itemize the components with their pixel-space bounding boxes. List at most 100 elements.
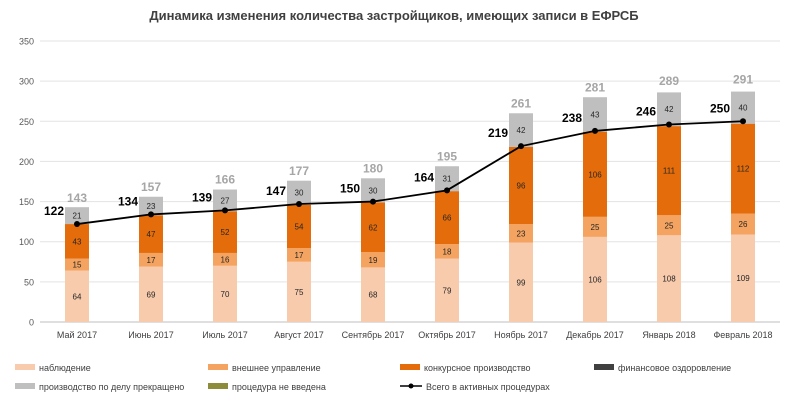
bar-segment [213,211,237,253]
bar-value-label: 70 [221,290,230,299]
legend-swatch [15,383,35,389]
bar-value-label: 111 [663,167,676,176]
bar-segment [657,92,681,127]
bar-segment [583,236,607,322]
bar-segment [361,267,385,322]
x-tick-label: Декабрь 2017 [566,330,624,340]
x-axis: Май 2017 Июнь 2017 Июль 2017 Август 2017 Сен… [57,330,773,340]
gridlines [40,40,780,323]
legend-swatch [15,364,35,370]
bar-segment [139,196,163,216]
total-label: 261 [511,96,531,110]
bar-segment [435,244,459,259]
line-value-label: 238 [562,111,582,125]
bar-value-label: 40 [739,104,748,113]
bar-value-label: 17 [295,251,304,260]
bar-segment [731,123,755,214]
bar-segment [213,252,237,266]
x-tick-label: Сентябрь 2017 [342,330,405,340]
total-label: 291 [733,72,753,86]
y-tick-label: 100 [19,237,34,247]
legend-label: Всего в активных процедурах [426,382,550,392]
total-label: 177 [289,164,309,178]
bar-segment [287,261,311,322]
bar-segment [287,204,311,249]
line-point [296,200,302,207]
bar-value-label: 25 [665,221,674,230]
line-value-label: 150 [340,182,360,196]
bar-value-label: 108 [662,275,676,284]
bar-value-label: 42 [665,105,674,114]
line-value-label: 250 [710,101,730,115]
legend-label: процедура не введена [232,382,326,392]
y-tick-label: 200 [19,157,34,167]
bar-value-label: 106 [588,275,602,284]
x-tick-label: Февраль 2018 [713,330,772,340]
y-tick-label: 50 [24,277,34,287]
bar-segment [657,235,681,322]
y-tick-label: 350 [19,37,34,47]
bar-value-label: 79 [443,286,452,295]
bar-segment [213,265,237,322]
bar-value-label: 18 [443,247,452,256]
bar-segment [65,258,89,271]
bar-value-label: 66 [443,214,452,223]
bar-value-label: 68 [369,291,378,300]
total-label: 166 [215,173,235,187]
bar-segment [65,270,89,322]
bar-segment [361,178,385,203]
legend-line-marker [408,383,414,389]
bar-segment [361,202,385,253]
line-point [740,118,746,125]
bar-segment [509,242,533,322]
line-point [518,143,524,150]
legend-swatch [594,364,614,370]
line-value-label: 122 [44,204,64,218]
bars [65,91,755,322]
x-tick-label: Май 2017 [57,330,97,340]
bar-segment [435,191,459,245]
bar-value-label: 30 [295,189,304,198]
line-point [74,221,80,228]
line-point [370,198,376,205]
bar-value-label: 54 [295,222,304,231]
bar-value-label: 43 [73,237,82,246]
bar-value-label: 42 [517,126,526,135]
bar-segment [583,216,607,237]
bar-segment [139,266,163,322]
line-point [666,121,672,128]
y-axis: 0 50 100 150 200 250 300 350 [19,37,34,328]
bar-segment [657,126,681,216]
legend: наблюдение внешнее управление конкурсное п… [15,363,731,392]
legend-label: внешнее управление [232,363,321,373]
bar-value-label: 16 [221,255,230,264]
bar-segment [583,131,607,217]
bar-value-label: 23 [517,229,526,238]
total-labels: 143 157 166 177 180 195 261 281 289 291 [67,72,753,205]
x-tick-label: Октябрь 2017 [418,330,475,340]
bar-value-label: 106 [588,170,602,179]
total-label: 195 [437,149,457,163]
y-tick-label: 150 [19,197,34,207]
bar-value-label: 96 [517,182,526,191]
bar-segment [213,189,237,212]
bar-value-label: 25 [591,223,600,232]
bar-segment [361,252,385,268]
bar-value-label: 23 [147,202,156,211]
x-tick-label: Январь 2018 [642,330,695,340]
bar-segment [509,146,533,225]
bar-segment [657,215,681,236]
bar-segment [435,258,459,322]
bar-segment [287,248,311,262]
bar-value-label: 17 [147,256,156,265]
legend-swatch [208,364,228,370]
x-tick-label: Август 2017 [274,330,324,340]
line-point [148,211,154,218]
bar-value-label: 47 [147,230,156,239]
bar-value-label: 64 [73,292,82,301]
legend-label: конкурсное производство [424,363,531,373]
bar-value-label: 27 [221,196,230,205]
x-tick-label: Ноябрь 2017 [494,330,548,340]
line-series: 122 134 139 147 150 164 219 238 246 250 [44,101,746,228]
